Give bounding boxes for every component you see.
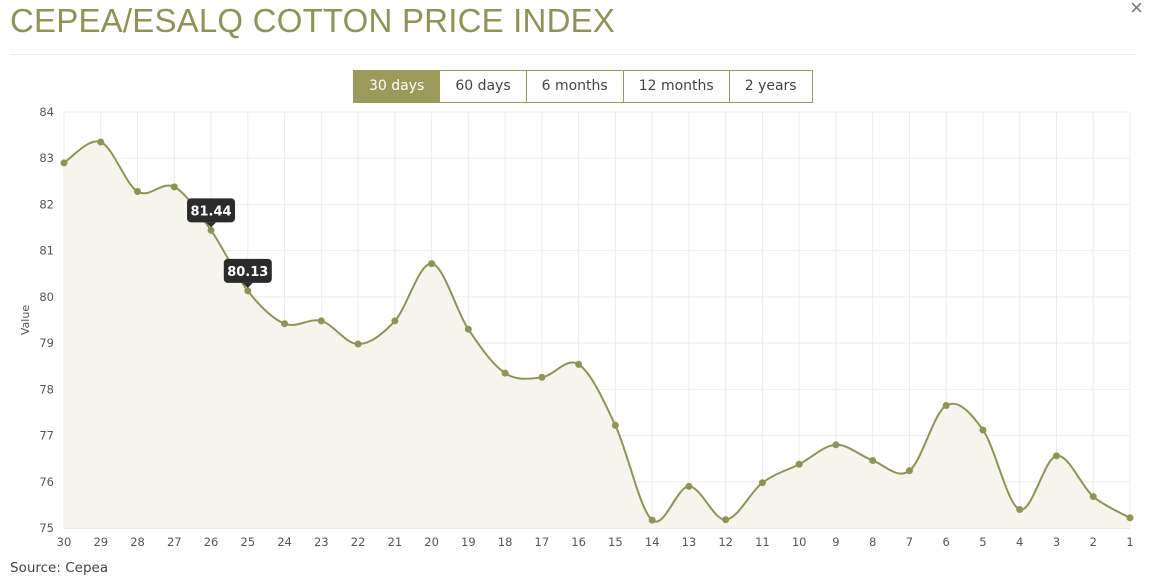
x-tick-label: 27 [167,535,182,549]
y-axis-title: Value [19,305,32,335]
y-tick-label: 83 [39,151,54,165]
data-point [575,360,583,368]
x-tick-label: 23 [314,535,329,549]
data-point [1089,493,1097,501]
data-point [97,138,105,146]
x-tick-label: 4 [1016,535,1023,549]
x-tick-label: 24 [277,535,292,549]
data-point [758,479,766,487]
x-tick-label: 7 [906,535,913,549]
data-point [464,325,472,333]
data-point [722,516,730,524]
data-point [134,188,142,196]
x-tick-label: 19 [461,535,476,549]
x-tick-label: 28 [130,535,145,549]
y-tick-label: 79 [39,336,54,350]
x-tick-label: 17 [535,535,550,549]
x-tick-label: 1 [1126,535,1133,549]
data-point [795,460,803,468]
header-divider [10,54,1136,55]
y-tick-label: 82 [39,197,54,211]
data-point [317,317,325,325]
x-tick-label: 5 [979,535,986,549]
x-tick-label: 2 [1090,535,1097,549]
data-point [391,317,399,325]
x-tick-label: 18 [498,535,513,549]
x-tick-label: 15 [608,535,623,549]
range-selector: 30 days 60 days 6 months 12 months 2 yea… [353,70,813,103]
x-tick-label: 6 [943,535,950,549]
data-point [942,402,950,410]
data-point [869,457,877,465]
x-tick-label: 12 [718,535,733,549]
data-point [611,421,619,429]
x-tick-label: 29 [93,535,108,549]
data-point [501,369,509,377]
close-icon[interactable]: × [1130,0,1143,20]
y-tick-label: 80 [39,290,54,304]
data-point [648,516,656,524]
data-point [60,159,68,167]
tooltip-pointer [206,222,217,228]
y-tick-label: 77 [39,429,54,443]
data-point [832,441,840,449]
x-tick-label: 16 [571,535,586,549]
tooltip-value: 80.13 [227,265,268,280]
tooltip-value: 81.44 [190,204,231,219]
x-tick-label: 3 [1053,535,1060,549]
data-point [1052,452,1060,460]
y-tick-label: 84 [39,105,54,119]
tooltip-pointer [242,282,253,288]
x-tick-label: 25 [240,535,255,549]
data-point [244,287,252,295]
x-tick-label: 9 [832,535,839,549]
x-tick-label: 14 [645,535,660,549]
range-button-30-days[interactable]: 30 days [354,71,440,102]
data-point [354,340,362,348]
data-point [428,260,436,268]
page-title: CEPEA/ESALQ COTTON PRICE INDEX [10,2,616,39]
data-point [685,482,693,490]
range-button-12-months[interactable]: 12 months [622,71,729,102]
x-tick-label: 20 [424,535,439,549]
x-tick-label: 11 [755,535,770,549]
x-tick-label: 21 [388,535,403,549]
x-tick-label: 30 [57,535,72,549]
tooltip-box [223,258,272,283]
series-area-fill [64,141,1130,528]
x-tick-label: 13 [682,535,697,549]
y-tick-label: 75 [39,521,54,535]
range-button-2-years[interactable]: 2 years [728,71,812,102]
data-point [1016,506,1024,514]
data-point [281,320,289,328]
data-point [1126,514,1134,522]
data-point [207,226,215,234]
x-tick-label: 26 [204,535,219,549]
y-tick-label: 76 [39,475,54,489]
x-tick-label: 22 [351,535,366,549]
y-tick-label: 81 [39,244,54,258]
source-note: Source: Cepea [10,560,109,576]
x-tick-label: 10 [792,535,807,549]
x-tick-label: 8 [869,535,876,549]
tooltip-box [187,198,236,223]
range-button-6-months[interactable]: 6 months [525,71,623,102]
data-point [979,426,987,434]
data-point [905,467,913,475]
data-point [538,373,546,381]
data-point [170,183,178,191]
range-button-60-days[interactable]: 60 days [439,71,526,102]
y-tick-label: 78 [39,382,54,396]
